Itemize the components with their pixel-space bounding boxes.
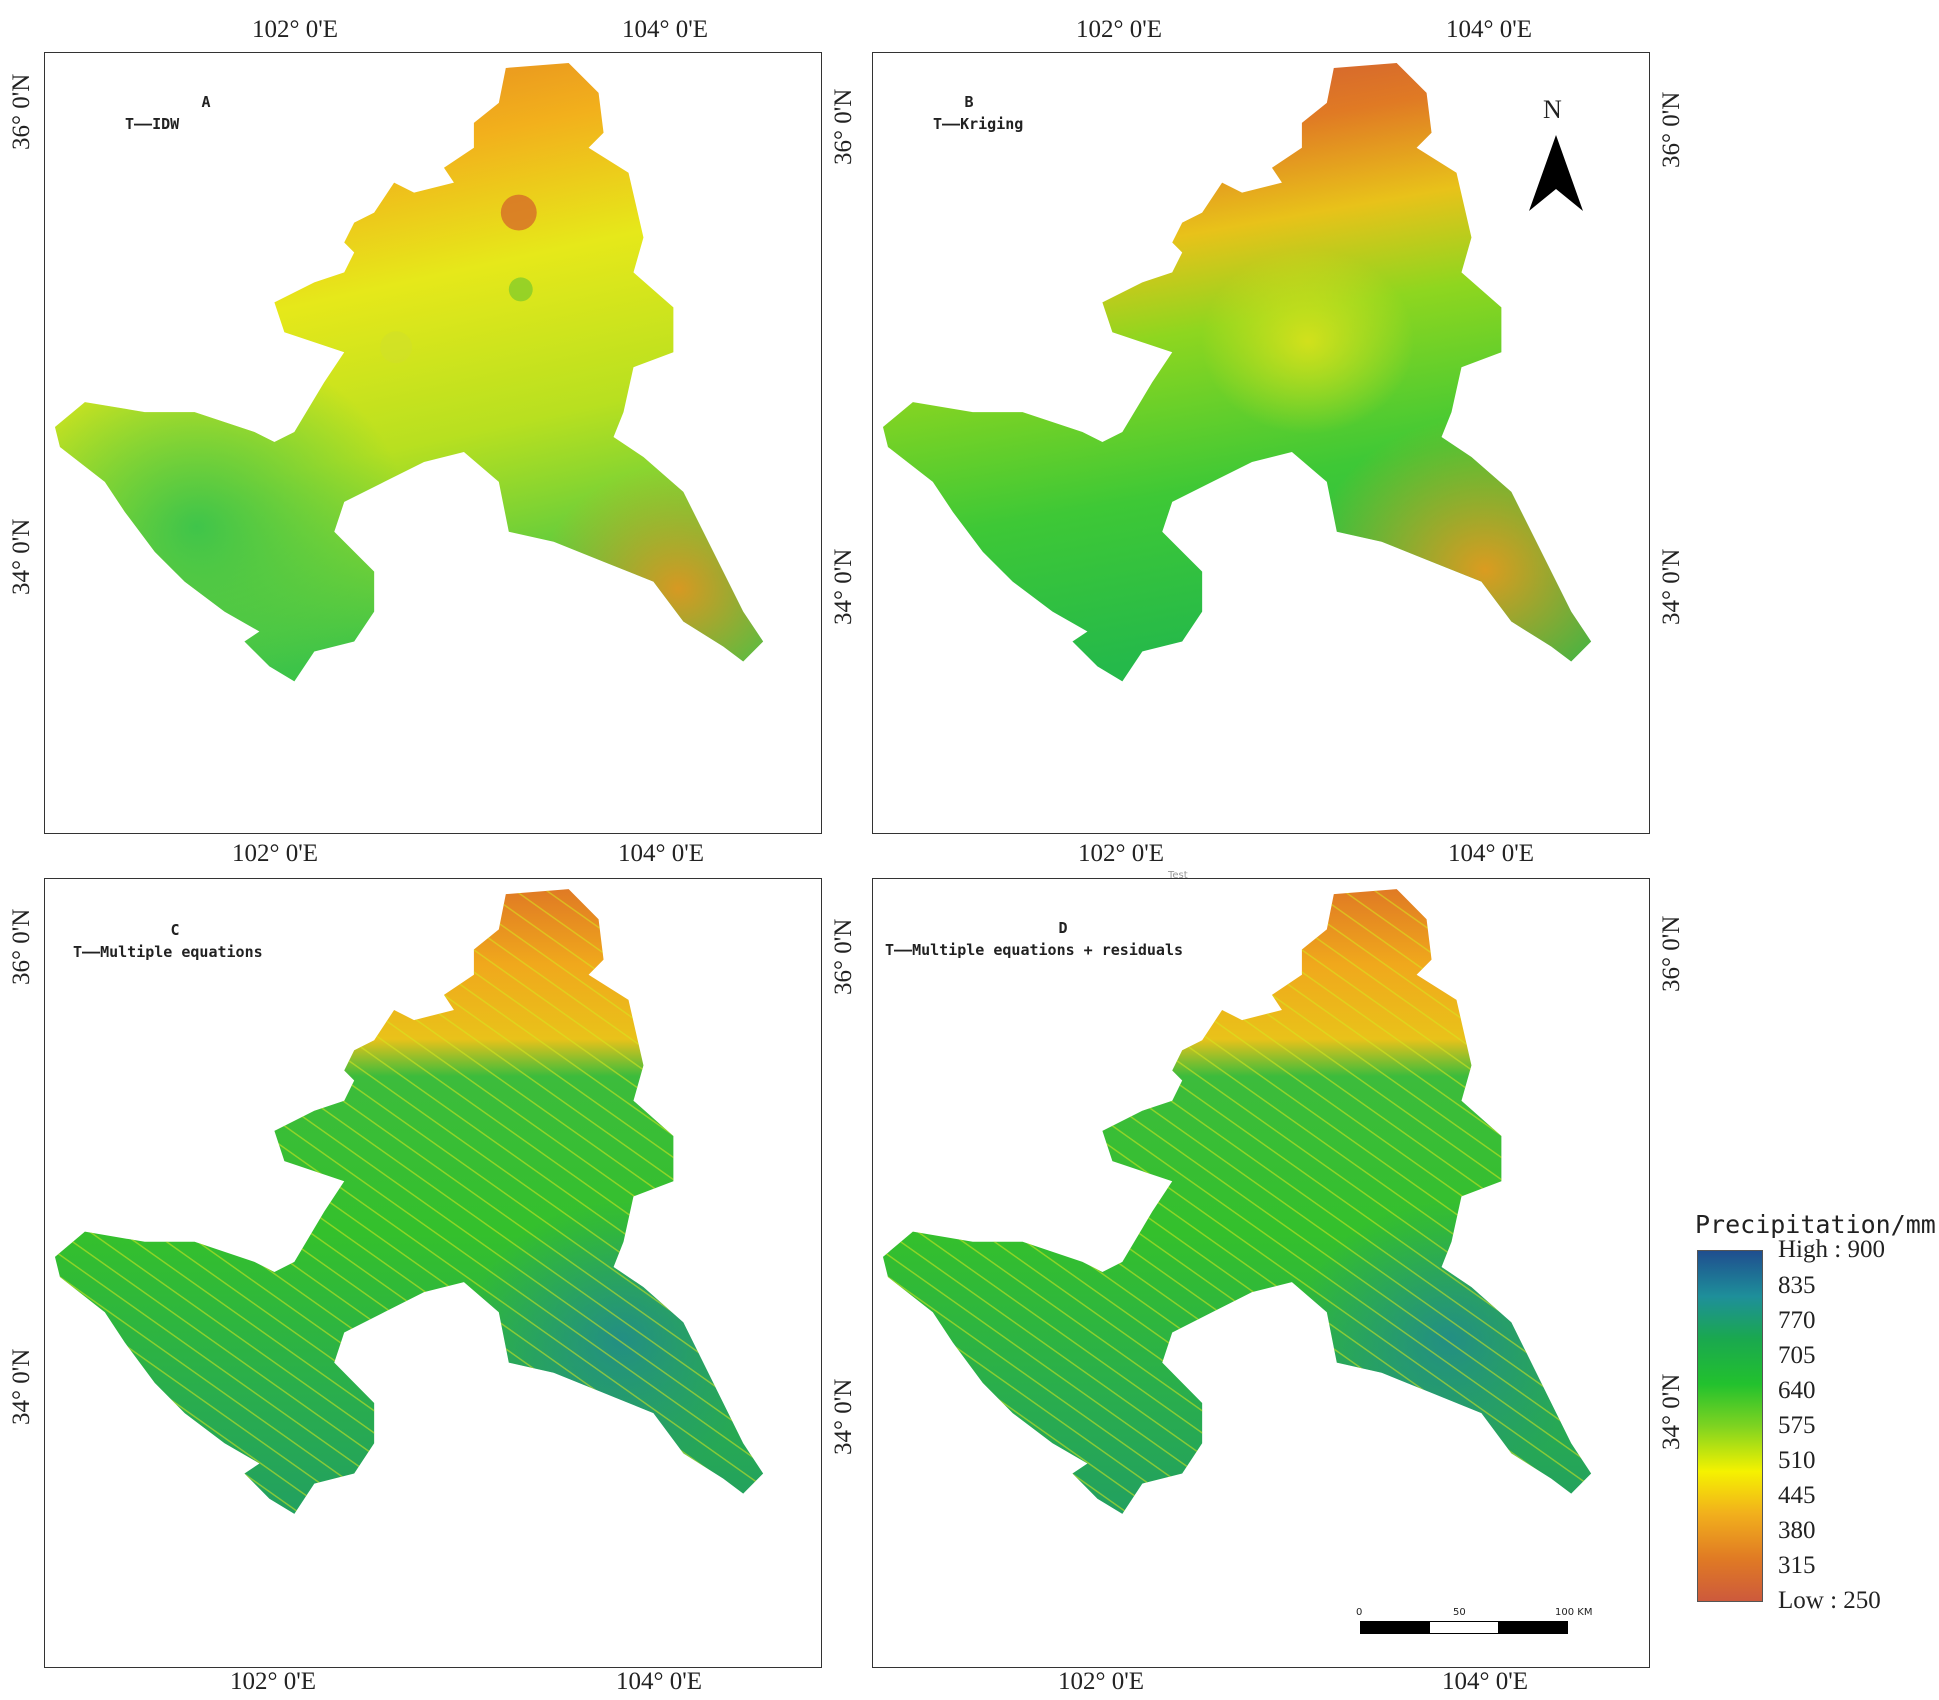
panel-c-subtitle: T——Multiple equations <box>73 943 263 961</box>
lon-tick-b-bot-102: 102° 0'E <box>1078 840 1165 867</box>
legend-value-510: 510 <box>1778 1447 1816 1474</box>
lon-tick-a-top-102: 102° 0'E <box>252 16 339 43</box>
lat-tick-c-36: 36° 0'N <box>8 908 35 985</box>
lat-tick-b-right-34: 34° 0'N <box>1658 548 1685 625</box>
panel-d-map <box>882 889 1592 1514</box>
lon-tick-b-bot-104: 104° 0'E <box>1448 840 1535 867</box>
stray-test-label: Test <box>1168 870 1188 881</box>
lon-tick-a-top-104: 104° 0'E <box>622 16 709 43</box>
north-arrow-label: N <box>1543 95 1562 124</box>
scale-label-100: 100 KM <box>1555 1607 1593 1618</box>
lon-tick-b-top-102: 102° 0'E <box>1076 16 1163 43</box>
legend-value-315: 315 <box>1778 1552 1816 1579</box>
lat-tick-b-right-36: 36° 0'N <box>1658 91 1685 168</box>
lat-tick-d-left-34: 34° 0'N <box>830 1378 857 1455</box>
lon-tick-a-bot-102: 102° 0'E <box>232 840 319 867</box>
scale-label-0: 0 <box>1356 1607 1363 1618</box>
scale-bar <box>1360 1621 1568 1634</box>
panel-a-subtitle: T——IDW <box>125 115 180 133</box>
panel-d-letter: D <box>1058 919 1068 937</box>
lon-tick-c-bot-102: 102° 0'E <box>230 1668 317 1695</box>
lon-tick-d-bot-104: 104° 0'E <box>1442 1668 1529 1695</box>
lon-tick-a-bot-104: 104° 0'E <box>618 840 705 867</box>
legend-value-835: 835 <box>1778 1272 1816 1299</box>
panel-c-map <box>54 889 764 1514</box>
lon-tick-d-bot-102: 102° 0'E <box>1058 1668 1145 1695</box>
lon-tick-c-bot-104: 104° 0'E <box>616 1668 703 1695</box>
lat-tick-a-34: 34° 0'N <box>8 518 35 595</box>
panel-a-frame: A T——IDW <box>44 52 822 834</box>
scale-label-50: 50 <box>1453 1607 1466 1618</box>
north-arrow-icon <box>1529 135 1583 211</box>
legend-value-770: 770 <box>1778 1307 1816 1334</box>
lat-tick-b-left-36: 36° 0'N <box>830 88 857 165</box>
panel-b-subtitle: T——Kriging <box>933 115 1024 133</box>
legend-color-ramp <box>1697 1250 1763 1602</box>
lat-tick-c-34: 34° 0'N <box>8 1348 35 1425</box>
legend-title: Precipitation/mm <box>1695 1210 1936 1239</box>
panel-c-frame: C T——Multiple equations <box>44 878 822 1668</box>
lat-tick-b-left-34: 34° 0'N <box>830 548 857 625</box>
lat-tick-a-36: 36° 0'N <box>8 73 35 150</box>
lat-tick-d-left-36: 36° 0'N <box>830 918 857 995</box>
lat-tick-d-right-36: 36° 0'N <box>1658 915 1685 992</box>
lat-tick-d-right-34: 34° 0'N <box>1658 1373 1685 1450</box>
legend-high-label: High : 900 <box>1778 1236 1885 1263</box>
panel-b-letter: B <box>964 93 974 111</box>
panel-a-letter: A <box>201 93 211 111</box>
panel-d-frame: D T——Multiple equations + residuals 0 50… <box>872 878 1650 1668</box>
legend-value-380: 380 <box>1778 1517 1816 1544</box>
legend-value-705: 705 <box>1778 1342 1816 1369</box>
lon-tick-b-top-104: 104° 0'E <box>1446 16 1533 43</box>
legend-value-445: 445 <box>1778 1482 1816 1509</box>
panel-d-subtitle: T——Multiple equations + residuals <box>885 941 1184 959</box>
panel-b-frame: B T——Kriging N <box>872 52 1650 834</box>
panel-c-letter: C <box>170 921 180 939</box>
legend-value-640: 640 <box>1778 1377 1816 1404</box>
legend-value-575: 575 <box>1778 1412 1816 1439</box>
legend-low-label: Low : 250 <box>1778 1587 1881 1614</box>
panel-a-map <box>54 62 764 682</box>
